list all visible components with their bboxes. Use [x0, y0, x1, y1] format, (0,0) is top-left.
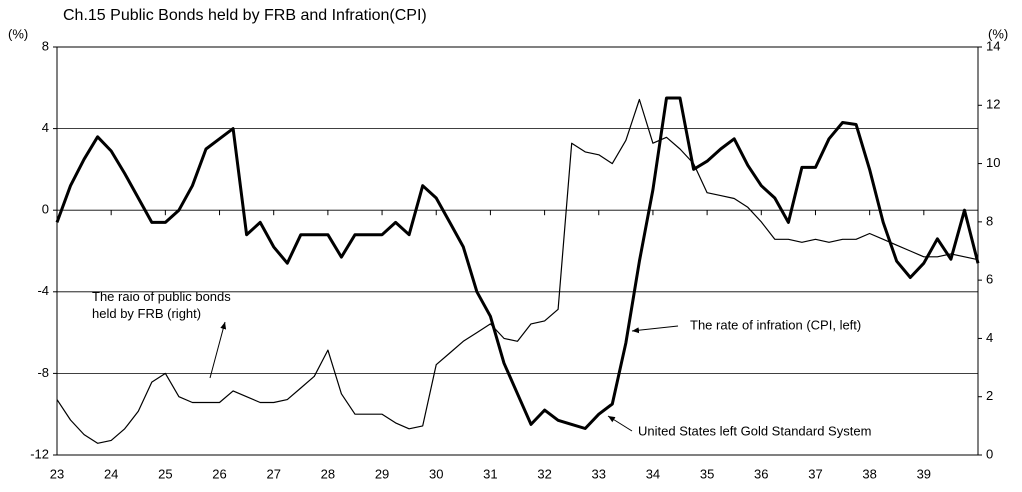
y2-tick-label: 8: [986, 213, 993, 228]
x-tick-label: 33: [592, 466, 606, 481]
x-tick-label: 28: [321, 466, 335, 481]
x-tick-label: 30: [429, 466, 443, 481]
x-tick-label: 34: [646, 466, 660, 481]
y-tick-label: -8: [37, 365, 49, 380]
y2-axis-label: (%): [988, 26, 1008, 41]
y2-tick-label: 14: [986, 38, 1000, 53]
y-tick-label: -4: [37, 283, 49, 298]
x-tick-label: 36: [754, 466, 768, 481]
series-line: [55, 96, 980, 430]
y2-tick-label: 4: [986, 330, 993, 345]
y-tick-label: 4: [42, 120, 49, 135]
y-axis-label: (%): [8, 26, 28, 41]
annotation: United States left Gold Standard System: [638, 423, 871, 438]
y2-tick-label: 0: [986, 446, 993, 461]
x-tick-label: 27: [266, 466, 280, 481]
y-tick-label: -12: [30, 446, 49, 461]
x-tick-label: 38: [862, 466, 876, 481]
y2-tick-label: 10: [986, 155, 1000, 170]
y2-tick-label: 6: [986, 272, 993, 287]
x-tick-label: 35: [700, 466, 714, 481]
y-tick-label: 0: [42, 202, 49, 217]
y-tick-label: 8: [42, 38, 49, 53]
annotation-arrow: [631, 325, 679, 334]
annotation-arrow: [607, 415, 633, 432]
annotation: The rate of infration (CPI, left): [690, 317, 861, 332]
y2-tick-label: 2: [986, 388, 993, 403]
x-tick-label: 39: [917, 466, 931, 481]
annotation-arrow: [209, 321, 227, 379]
x-tick-label: 31: [483, 466, 497, 481]
series-line: [56, 98, 979, 444]
x-tick-label: 32: [537, 466, 551, 481]
x-tick-label: 29: [375, 466, 389, 481]
chart-title: Ch.15 Public Bonds held by FRB and Infra…: [63, 7, 427, 24]
x-tick-label: 24: [104, 466, 118, 481]
y2-tick-label: 12: [986, 97, 1000, 112]
x-tick-label: 37: [808, 466, 822, 481]
annotation: The raio of public bonds held by FRB (rig…: [92, 289, 231, 321]
x-tick-label: 26: [212, 466, 226, 481]
x-tick-label: 23: [50, 466, 64, 481]
x-tick-label: 25: [158, 466, 172, 481]
